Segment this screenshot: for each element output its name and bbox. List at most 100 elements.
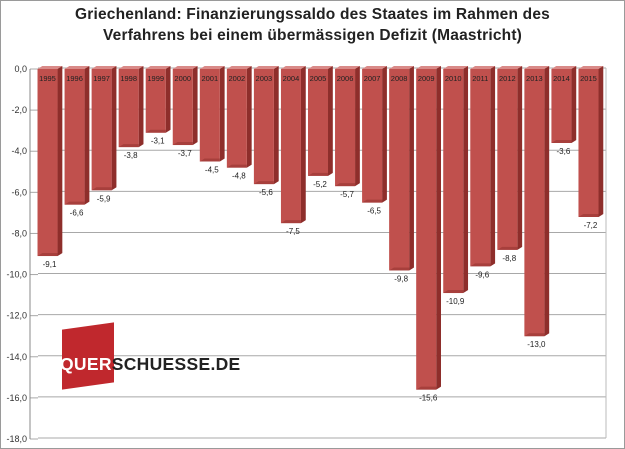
bar-bottom xyxy=(335,183,360,187)
x-tick-label: 1999 xyxy=(147,74,164,83)
bar-bottom xyxy=(199,158,225,162)
y-tick-label: -10,0 xyxy=(6,270,27,280)
data-label: -3,8 xyxy=(124,151,138,160)
bar-top xyxy=(443,66,469,69)
data-label: -8,8 xyxy=(502,254,516,263)
bar-top xyxy=(91,66,117,69)
bar-side xyxy=(192,66,198,146)
bar-top xyxy=(226,66,252,69)
x-tick-label: 2009 xyxy=(418,74,435,83)
bar-top xyxy=(335,66,360,69)
bar-side xyxy=(328,66,333,176)
bar-side xyxy=(84,66,90,205)
x-tick-label: 2001 xyxy=(201,74,218,83)
bar-side xyxy=(409,66,414,271)
bar xyxy=(253,69,274,185)
chart-title: Griechenland: Finanzierungssaldo des Sta… xyxy=(0,4,625,46)
data-label: -7,2 xyxy=(584,221,598,230)
x-tick-label: 1998 xyxy=(120,74,137,83)
bar-side xyxy=(436,66,441,390)
data-label: -3,7 xyxy=(178,149,192,158)
bar xyxy=(362,69,383,203)
data-label: -3,1 xyxy=(151,137,165,146)
bar-top xyxy=(524,66,550,69)
y-tick-label: -12,0 xyxy=(6,311,27,321)
x-tick-label: 2014 xyxy=(553,74,570,83)
x-tick-label: 2000 xyxy=(174,74,191,83)
bar xyxy=(37,69,58,257)
bar-top xyxy=(37,66,63,69)
bar xyxy=(118,69,139,148)
x-tick-label: 2010 xyxy=(445,74,462,83)
x-tick-label: 1996 xyxy=(66,74,83,83)
bar-bottom xyxy=(64,201,90,205)
data-label: -6,6 xyxy=(70,209,84,218)
x-tick-label: 2011 xyxy=(472,74,488,83)
bar-side xyxy=(571,66,577,143)
bar-bottom xyxy=(470,263,496,267)
bar-top xyxy=(253,66,279,69)
chart-title-line-1: Griechenland: Finanzierungssaldo des Sta… xyxy=(74,6,550,23)
logo-text-part-1: QUER xyxy=(60,354,112,374)
x-tick-label: 2008 xyxy=(391,74,408,83)
bar-top xyxy=(578,66,604,69)
bar-side xyxy=(517,66,523,250)
y-tick-label: -16,0 xyxy=(6,393,27,403)
x-tick-label: 2006 xyxy=(337,74,354,83)
bar xyxy=(335,69,356,187)
bar-side xyxy=(165,66,171,133)
chart-title-line-2: Verfahrens bei einem übermässigen Defizi… xyxy=(102,27,523,44)
bar-bottom xyxy=(91,187,117,191)
x-tick-label: 2004 xyxy=(283,74,300,83)
data-label: -3,6 xyxy=(557,147,571,156)
bar-top xyxy=(172,66,198,69)
bar-side xyxy=(463,66,469,294)
bar-side xyxy=(219,66,225,162)
x-tick-label: 2015 xyxy=(580,74,597,83)
bar xyxy=(497,69,518,250)
bar xyxy=(172,69,193,146)
bar-top xyxy=(551,66,577,69)
bar-bottom xyxy=(37,253,63,257)
x-tick-label: 2012 xyxy=(499,74,516,83)
bar xyxy=(145,69,166,133)
bar-side xyxy=(246,66,252,168)
y-tick-label: -18,0 xyxy=(6,434,27,444)
bar-bottom xyxy=(524,333,550,337)
bar xyxy=(551,69,572,143)
bar xyxy=(524,69,545,337)
bar-top xyxy=(497,66,523,69)
y-tick-label: -8,0 xyxy=(11,228,27,238)
bar-bottom xyxy=(172,142,198,146)
bar-bottom xyxy=(551,140,577,143)
bar-side xyxy=(355,66,360,187)
bars xyxy=(37,66,604,390)
x-tick-label: 1995 xyxy=(39,74,56,83)
bar-top xyxy=(64,66,90,69)
y-tick-label: 0,0 xyxy=(14,64,27,74)
bar-top xyxy=(280,66,306,69)
x-tick-label: 2002 xyxy=(229,74,246,83)
bar xyxy=(226,69,247,168)
data-label: -4,8 xyxy=(232,172,246,181)
bar-bottom xyxy=(497,246,523,250)
y-tick-label: -4,0 xyxy=(11,146,27,156)
data-label: -5,2 xyxy=(313,180,327,189)
bar-bottom xyxy=(118,144,144,148)
bar-side xyxy=(598,66,604,217)
watermark-logo: QUERSCHUESSE.DE xyxy=(60,322,260,396)
bar xyxy=(199,69,220,162)
bar-bottom xyxy=(389,267,414,271)
data-label: -10,9 xyxy=(446,297,465,306)
data-label: -15,6 xyxy=(419,394,438,403)
bar-side xyxy=(57,66,63,257)
bar-top xyxy=(145,66,171,69)
x-tick-label: 2005 xyxy=(310,74,327,83)
bar-side xyxy=(382,66,387,203)
bar-bottom xyxy=(578,214,604,217)
bar-top xyxy=(199,66,225,69)
logo-text-part-2: SCHUESSE.DE xyxy=(111,354,241,374)
bar-bottom xyxy=(307,172,333,176)
bar xyxy=(470,69,491,267)
bar-bottom xyxy=(362,199,387,203)
